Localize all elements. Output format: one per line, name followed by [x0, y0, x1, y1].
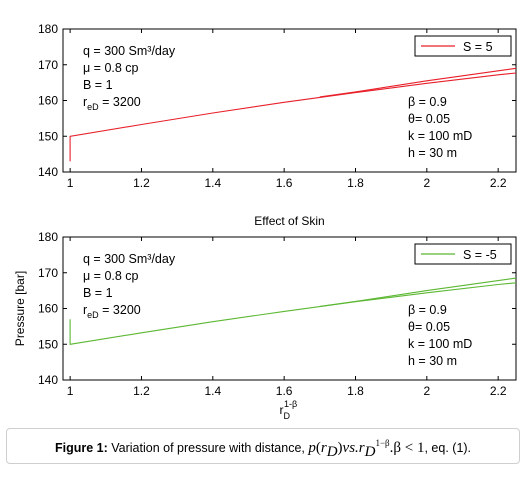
legend-label: S = -5 [463, 248, 497, 262]
x-axis-label-superscript: 1-β [284, 399, 297, 409]
x-tick-label: 2 [423, 384, 430, 398]
x-tick-label: 1.4 [204, 176, 221, 190]
x-tick-label: 1.2 [133, 176, 150, 190]
y-tick-label: 140 [38, 165, 58, 179]
x-tick-label: 2 [423, 176, 430, 190]
x-tick-label: 1 [67, 384, 74, 398]
chart-title: Effect of Skin [254, 214, 324, 228]
x-tick-label: 1.8 [347, 176, 364, 190]
x-axis-label: rD 1-β [280, 399, 298, 421]
y-tick-label: 150 [38, 337, 58, 351]
param-right-2: θ= 0.05 [408, 320, 450, 334]
param-reD-subscript: eD [87, 102, 99, 112]
y-tick-label: 170 [38, 58, 58, 72]
y-tick-label: 170 [38, 266, 58, 280]
series-line-1 [69, 282, 517, 345]
x-tick-label: 1 [67, 176, 74, 190]
param-reD-subscript: eD [87, 310, 99, 320]
caption-suffix: , eq. (1). [424, 441, 472, 455]
param-right-1: β = 0.9 [408, 95, 447, 109]
x-tick-label: 1.4 [204, 384, 221, 398]
param-right-2: θ= 0.05 [408, 112, 450, 126]
series-line-2 [319, 277, 517, 307]
y-tick-label: 140 [38, 373, 58, 387]
x-axis-label-symbol: r [280, 403, 284, 417]
x-tick-label: 1.2 [133, 384, 150, 398]
param-reD-value: = 3200 [99, 303, 141, 317]
x-tick-label: 1.6 [276, 384, 293, 398]
top-chart-panel: 1 1.2 1.4 1.6 1.8 2 2.2 140 150 160 170 180 S = 5 q =… [38, 22, 517, 190]
param-reD-symbol: r [83, 303, 87, 317]
y-tick-label: 160 [38, 302, 58, 316]
param-right-3: k = 100 mD [408, 129, 472, 143]
param-left-3: B = 1 [83, 286, 113, 300]
param-right-4: h = 30 m [408, 354, 457, 368]
caption-text: Variation of pressure with distance, [111, 441, 305, 455]
x-tick-label: 2.2 [490, 384, 507, 398]
series-line-1 [69, 72, 517, 162]
figure-canvas: 1 1.2 1.4 1.6 1.8 2 2.2 140 150 160 170 180 S = 5 q =… [13, 22, 517, 421]
x-axis-label-subscript: D [284, 411, 291, 421]
y-tick-label: 180 [38, 230, 58, 244]
legend-label: S = 5 [463, 40, 493, 54]
param-right-1: β = 0.9 [408, 303, 447, 317]
y-tick-label: 180 [38, 22, 58, 36]
y-tick-label: 150 [38, 129, 58, 143]
y-axis-label: Pressure [bar] [13, 271, 27, 346]
x-tick-label: 2.2 [490, 176, 507, 190]
caption-formula: p(rD)vs.rD1−β.β < 1 [308, 438, 425, 460]
series-line-2 [319, 67, 517, 98]
param-right-4: h = 30 m [408, 146, 457, 160]
legend: S = -5 [414, 243, 512, 265]
param-left-3: B = 1 [83, 78, 113, 92]
x-tick-label: 1.6 [276, 176, 293, 190]
caption-label: Figure 1: [54, 441, 108, 455]
param-reD-symbol: r [83, 95, 87, 109]
x-tick-label: 1.8 [347, 384, 364, 398]
param-left-1: q = 300 Sm³/day [83, 252, 176, 266]
param-left-2: μ = 0.8 cp [83, 269, 139, 283]
figure-caption-box: Figure 1: Variation of pressure with dis… [6, 428, 520, 464]
legend: S = 5 [414, 35, 512, 57]
bottom-chart-panel: 1 1.2 1.4 1.6 1.8 2 2.2 140 150 160 170 180 S = -5 q … [38, 230, 517, 398]
figure-caption: Figure 1: Variation of pressure with dis… [7, 438, 519, 461]
param-reD: reD = 3200 [83, 95, 141, 112]
param-right-3: k = 100 mD [408, 337, 472, 351]
param-reD: reD = 3200 [83, 303, 141, 320]
param-left-1: q = 300 Sm³/day [83, 44, 176, 58]
legend-box [414, 243, 512, 265]
y-tick-label: 160 [38, 94, 58, 108]
param-reD-value: = 3200 [99, 95, 141, 109]
legend-box [414, 35, 512, 57]
param-left-2: μ = 0.8 cp [83, 61, 139, 75]
